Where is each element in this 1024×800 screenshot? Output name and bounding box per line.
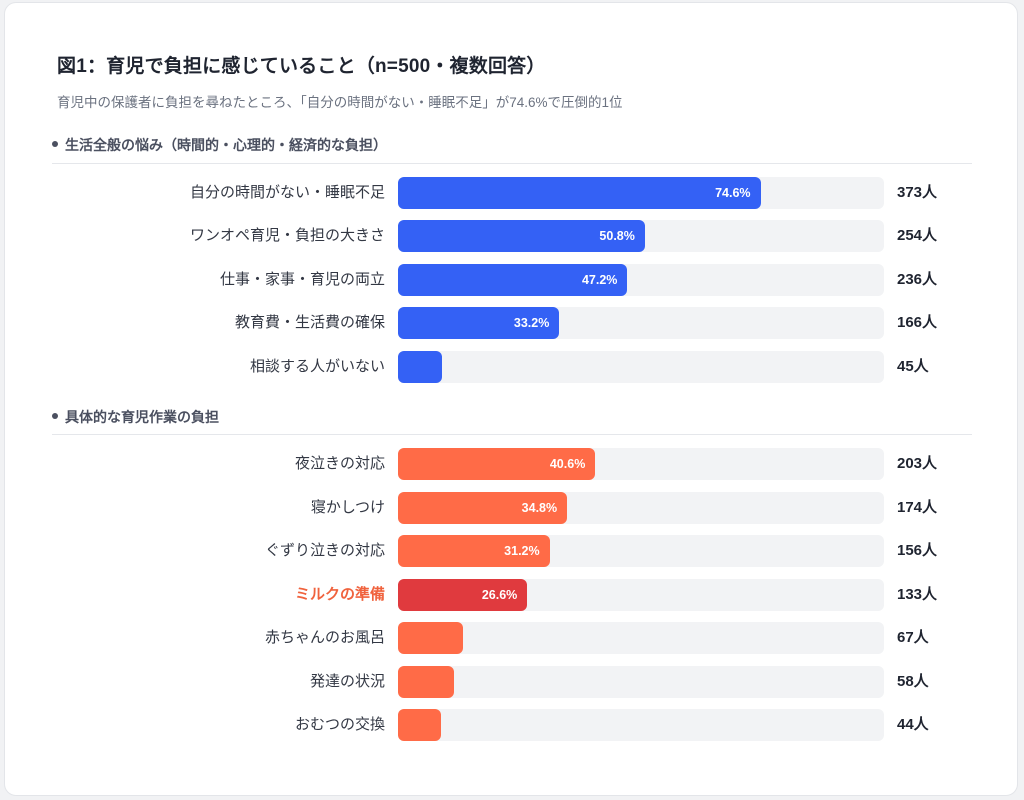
bar-track: 74.6%	[398, 177, 884, 209]
bar: 50.8%	[398, 220, 645, 252]
bar-row-highlight: ミルクの準備 26.6% 133人	[0, 579, 1024, 611]
bar-track: 34.8%	[398, 492, 884, 524]
bar-label: ぐずり泣きの対応	[264, 542, 385, 559]
bar-percent: 26.6%	[481, 588, 518, 602]
bar: 34.8%	[398, 492, 568, 524]
bar-row: 寝かしつけ 34.8% 174人	[0, 492, 1024, 524]
bar-label: 赤ちゃんのお風呂	[264, 629, 385, 646]
bar: 33.2%	[398, 307, 560, 339]
bar-percent: 40.6%	[549, 457, 586, 471]
bullet-icon	[52, 141, 58, 148]
bar-count: 166人	[897, 314, 938, 331]
bar: 31.2%	[398, 535, 550, 567]
bar-percent: 74.6%	[715, 186, 751, 200]
bar-track	[398, 666, 884, 698]
bar-row: 自分の時間がない・睡眠不足 74.6% 373人	[0, 177, 1024, 209]
bar: 47.2%	[398, 264, 628, 296]
bar-count: 67人	[897, 629, 929, 646]
bar-label: 教育費・生活費の確保	[234, 314, 385, 331]
bar-label: 相談する人がいない	[249, 358, 385, 375]
bar: 40.6%	[398, 448, 596, 480]
bar	[398, 351, 442, 383]
bar-label: 仕事・家事・育児の両立	[219, 271, 385, 288]
bullet-icon	[52, 413, 58, 420]
bar-row: 発達の状況 58人	[0, 666, 1024, 698]
bar-count: 254人	[897, 227, 938, 244]
bar-percent: 50.8%	[599, 229, 635, 243]
bar-track: 47.2%	[398, 264, 884, 296]
bar-row: 相談する人がいない 45人	[0, 351, 1024, 383]
bar-track	[398, 622, 884, 654]
bar-count: 44人	[897, 716, 929, 733]
bar-percent: 34.8%	[521, 501, 558, 515]
bar-track: 50.8%	[398, 220, 884, 252]
bar-row: おむつの交換 44人	[0, 709, 1024, 741]
bar-row: 教育費・生活費の確保 33.2% 166人	[0, 307, 1024, 339]
bar-percent: 31.2%	[504, 544, 540, 558]
bar-track	[398, 709, 884, 741]
bar-count: 133人	[897, 586, 938, 603]
bar-count: 156人	[897, 542, 938, 559]
bar-count: 236人	[897, 271, 938, 288]
bar-percent: 47.2%	[581, 273, 618, 287]
bar	[398, 666, 455, 698]
bar-track: 31.2%	[398, 535, 884, 567]
chart-card: 図1：育児で負担に感じていること（n=500・複数回答） 育児中の保護者に負担を…	[4, 2, 1018, 796]
bar-percent: 33.2%	[513, 316, 550, 330]
bar-track	[398, 351, 884, 383]
bar-track: 26.6%	[398, 579, 884, 611]
bar-row: 赤ちゃんのお風呂 67人	[0, 622, 1024, 654]
bar-label: ワンオペ育児・負担の大きさ	[189, 227, 385, 244]
section-divider	[52, 434, 972, 435]
section-header-general: 生活全般の悩み（時間的・心理的・経済的な負担）	[52, 135, 387, 155]
bar-label: おむつの交換	[294, 716, 385, 733]
section-header-childcare-tasks: 具体的な育児作業の負担	[52, 407, 219, 427]
bar	[398, 709, 441, 741]
section-label: 生活全般の悩み（時間的・心理的・経済的な負担）	[65, 137, 387, 153]
bar-label: 寝かしつけ	[310, 499, 385, 516]
section-divider	[52, 163, 972, 164]
bar-track: 40.6%	[398, 448, 884, 480]
bar-count: 58人	[897, 673, 929, 690]
chart-title: 図1：育児で負担に感じていること（n=500・複数回答）	[57, 56, 546, 77]
bar-row: ワンオペ育児・負担の大きさ 50.8% 254人	[0, 220, 1024, 252]
bar-label: 発達の状況	[309, 673, 385, 690]
bar: 74.6%	[398, 177, 761, 209]
bar-count: 174人	[897, 499, 938, 516]
bar-label: ミルクの準備	[294, 586, 385, 603]
bar-row: ぐずり泣きの対応 31.2% 156人	[0, 535, 1024, 567]
bar: 26.6%	[398, 579, 528, 611]
bar-track: 33.2%	[398, 307, 884, 339]
bar-row: 夜泣きの対応 40.6% 203人	[0, 448, 1024, 480]
bar-row: 仕事・家事・育児の両立 47.2% 236人	[0, 264, 1024, 296]
bar-count: 203人	[897, 455, 938, 472]
chart-subtitle: 育児中の保護者に負担を尋ねたところ、「自分の時間がない・睡眠不足」が74.6%で…	[57, 95, 623, 110]
bar-label: 自分の時間がない・睡眠不足	[189, 184, 385, 201]
bar	[398, 622, 464, 654]
bar-count: 45人	[897, 358, 929, 375]
bar-count: 373人	[897, 184, 938, 201]
section-label: 具体的な育児作業の負担	[65, 409, 219, 425]
bar-label: 夜泣きの対応	[294, 455, 385, 472]
